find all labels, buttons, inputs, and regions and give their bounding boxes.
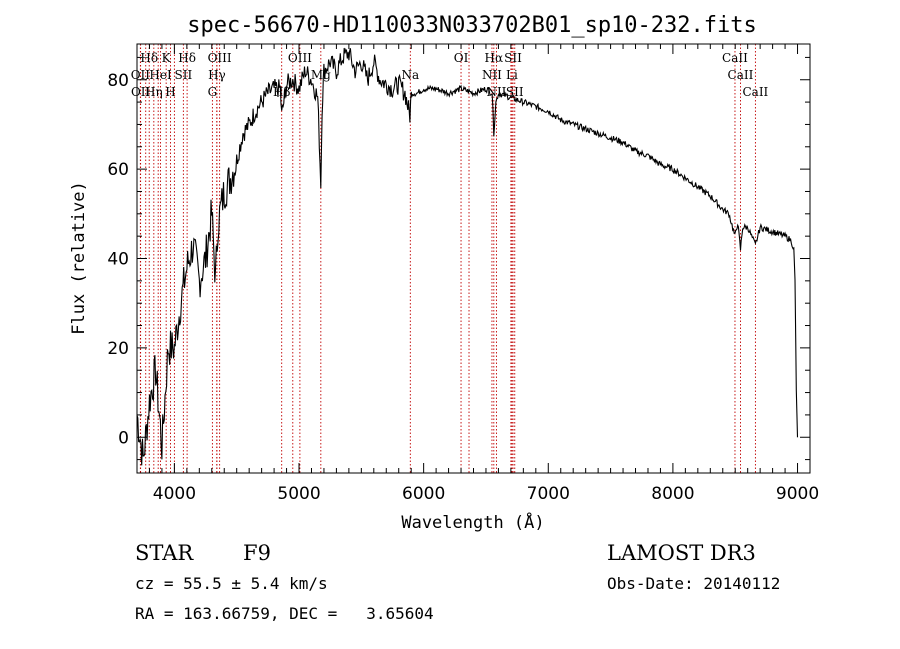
marker-label: OII — [131, 68, 151, 82]
redshift-cz: cz = 55.5 ± 5.4 km/s — [135, 574, 328, 593]
marker-label: Hβ — [273, 85, 290, 99]
x-tick-label: 5000 — [277, 484, 320, 504]
survey-name: LAMOST DR3 — [607, 541, 756, 565]
marker-label: HeI — [149, 68, 172, 82]
chart-title: spec-56670-HD110033N033702B01_sp10-232.f… — [187, 13, 757, 38]
x-axis-ticks: 4000 5000 6000 7000 8000 9000 — [136, 44, 819, 504]
y-axis-ticks: 0 20 40 60 80 — [107, 56, 810, 461]
x-tick-label: 6000 — [402, 484, 445, 504]
marker-label: Mg — [311, 68, 331, 82]
marker-label: Li — [506, 68, 518, 82]
marker-label: G — [208, 85, 218, 99]
y-tick-label: 60 — [107, 160, 129, 180]
object-subclass: F9 — [243, 541, 271, 565]
marker-label: H — [165, 85, 175, 99]
marker-label: Hη — [145, 85, 163, 99]
marker-label: OIII — [208, 51, 232, 65]
x-tick-label: 8000 — [651, 484, 694, 504]
marker-label: CaII — [742, 85, 768, 99]
marker-label: Hδ — [178, 51, 196, 65]
marker-label: OIII — [288, 51, 312, 65]
marker-label: Hα — [485, 51, 504, 65]
marker-lines — [139, 44, 756, 473]
x-tick-label: 4000 — [153, 484, 196, 504]
plot-frame — [136, 43, 811, 474]
y-axis-label: Flux (relative) — [69, 181, 89, 335]
y-tick-label: 20 — [107, 339, 129, 359]
object-class: STAR — [135, 541, 194, 565]
marker-label: CaII — [728, 68, 754, 82]
y-tick-label: 80 — [107, 71, 129, 91]
y-tick-label: 40 — [107, 250, 129, 270]
marker-label: NII — [486, 85, 506, 99]
marker-label: OI — [454, 51, 469, 65]
marker-label: Hγ — [208, 68, 226, 82]
marker-label: OII — [131, 85, 151, 99]
y-tick-label: 0 — [118, 428, 129, 448]
marker-label: Na — [401, 68, 419, 82]
ra-dec: RA = 163.66759, DEC = 3.65604 — [135, 604, 434, 623]
marker-label: K — [162, 51, 172, 65]
x-axis-label: Wavelength (Å) — [401, 511, 544, 533]
marker-label: SII — [506, 85, 524, 99]
marker-label: SII — [175, 68, 193, 82]
marker-label: SII — [504, 51, 522, 65]
marker-label: Hδ — [140, 51, 158, 65]
x-tick-label: 9000 — [776, 484, 819, 504]
spectrum-line — [136, 47, 799, 466]
x-tick-label: 7000 — [527, 484, 570, 504]
marker-label: CaII — [722, 51, 748, 65]
obs-date: Obs-Date: 20140112 — [607, 574, 780, 593]
marker-label: NII — [482, 68, 502, 82]
